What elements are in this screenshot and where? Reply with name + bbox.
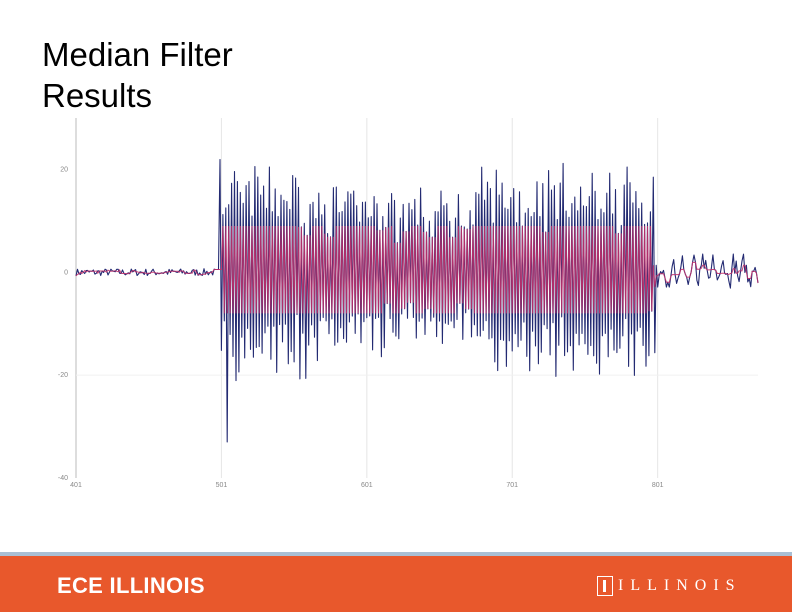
x-tick-label: 601 — [361, 482, 373, 489]
x-tick-label: 401 — [70, 482, 82, 489]
slide-title-line2: Results — [42, 77, 153, 114]
footer-wordmark: ILLINOIS — [618, 577, 742, 594]
y-tick-label: 0 — [64, 269, 68, 276]
slide-title-line1: Median Filter — [42, 36, 233, 73]
illinois-block-i-icon — [597, 576, 613, 596]
x-tick-label: 801 — [652, 482, 664, 489]
y-tick-label: 20 — [60, 166, 68, 173]
footer-logo-text: ECE ILLINOIS — [57, 573, 205, 598]
slide-title: Median Filter Results — [42, 34, 233, 116]
x-tick-label: 501 — [216, 482, 228, 489]
line-chart: 401 501 601 701 801 20 0 -20 -40 — [58, 118, 759, 489]
filtered-signal-line — [75, 225, 759, 314]
filtered-signal-series — [75, 225, 759, 314]
y-tick-label: -40 — [58, 475, 68, 482]
y-tick-label: -20 — [58, 372, 68, 379]
footer-bar: ECE ILLINOIS ILLINOIS — [0, 552, 792, 612]
chart-tick-labels: 401 501 601 701 801 20 0 -20 -40 — [58, 166, 664, 489]
x-tick-label: 701 — [506, 482, 518, 489]
